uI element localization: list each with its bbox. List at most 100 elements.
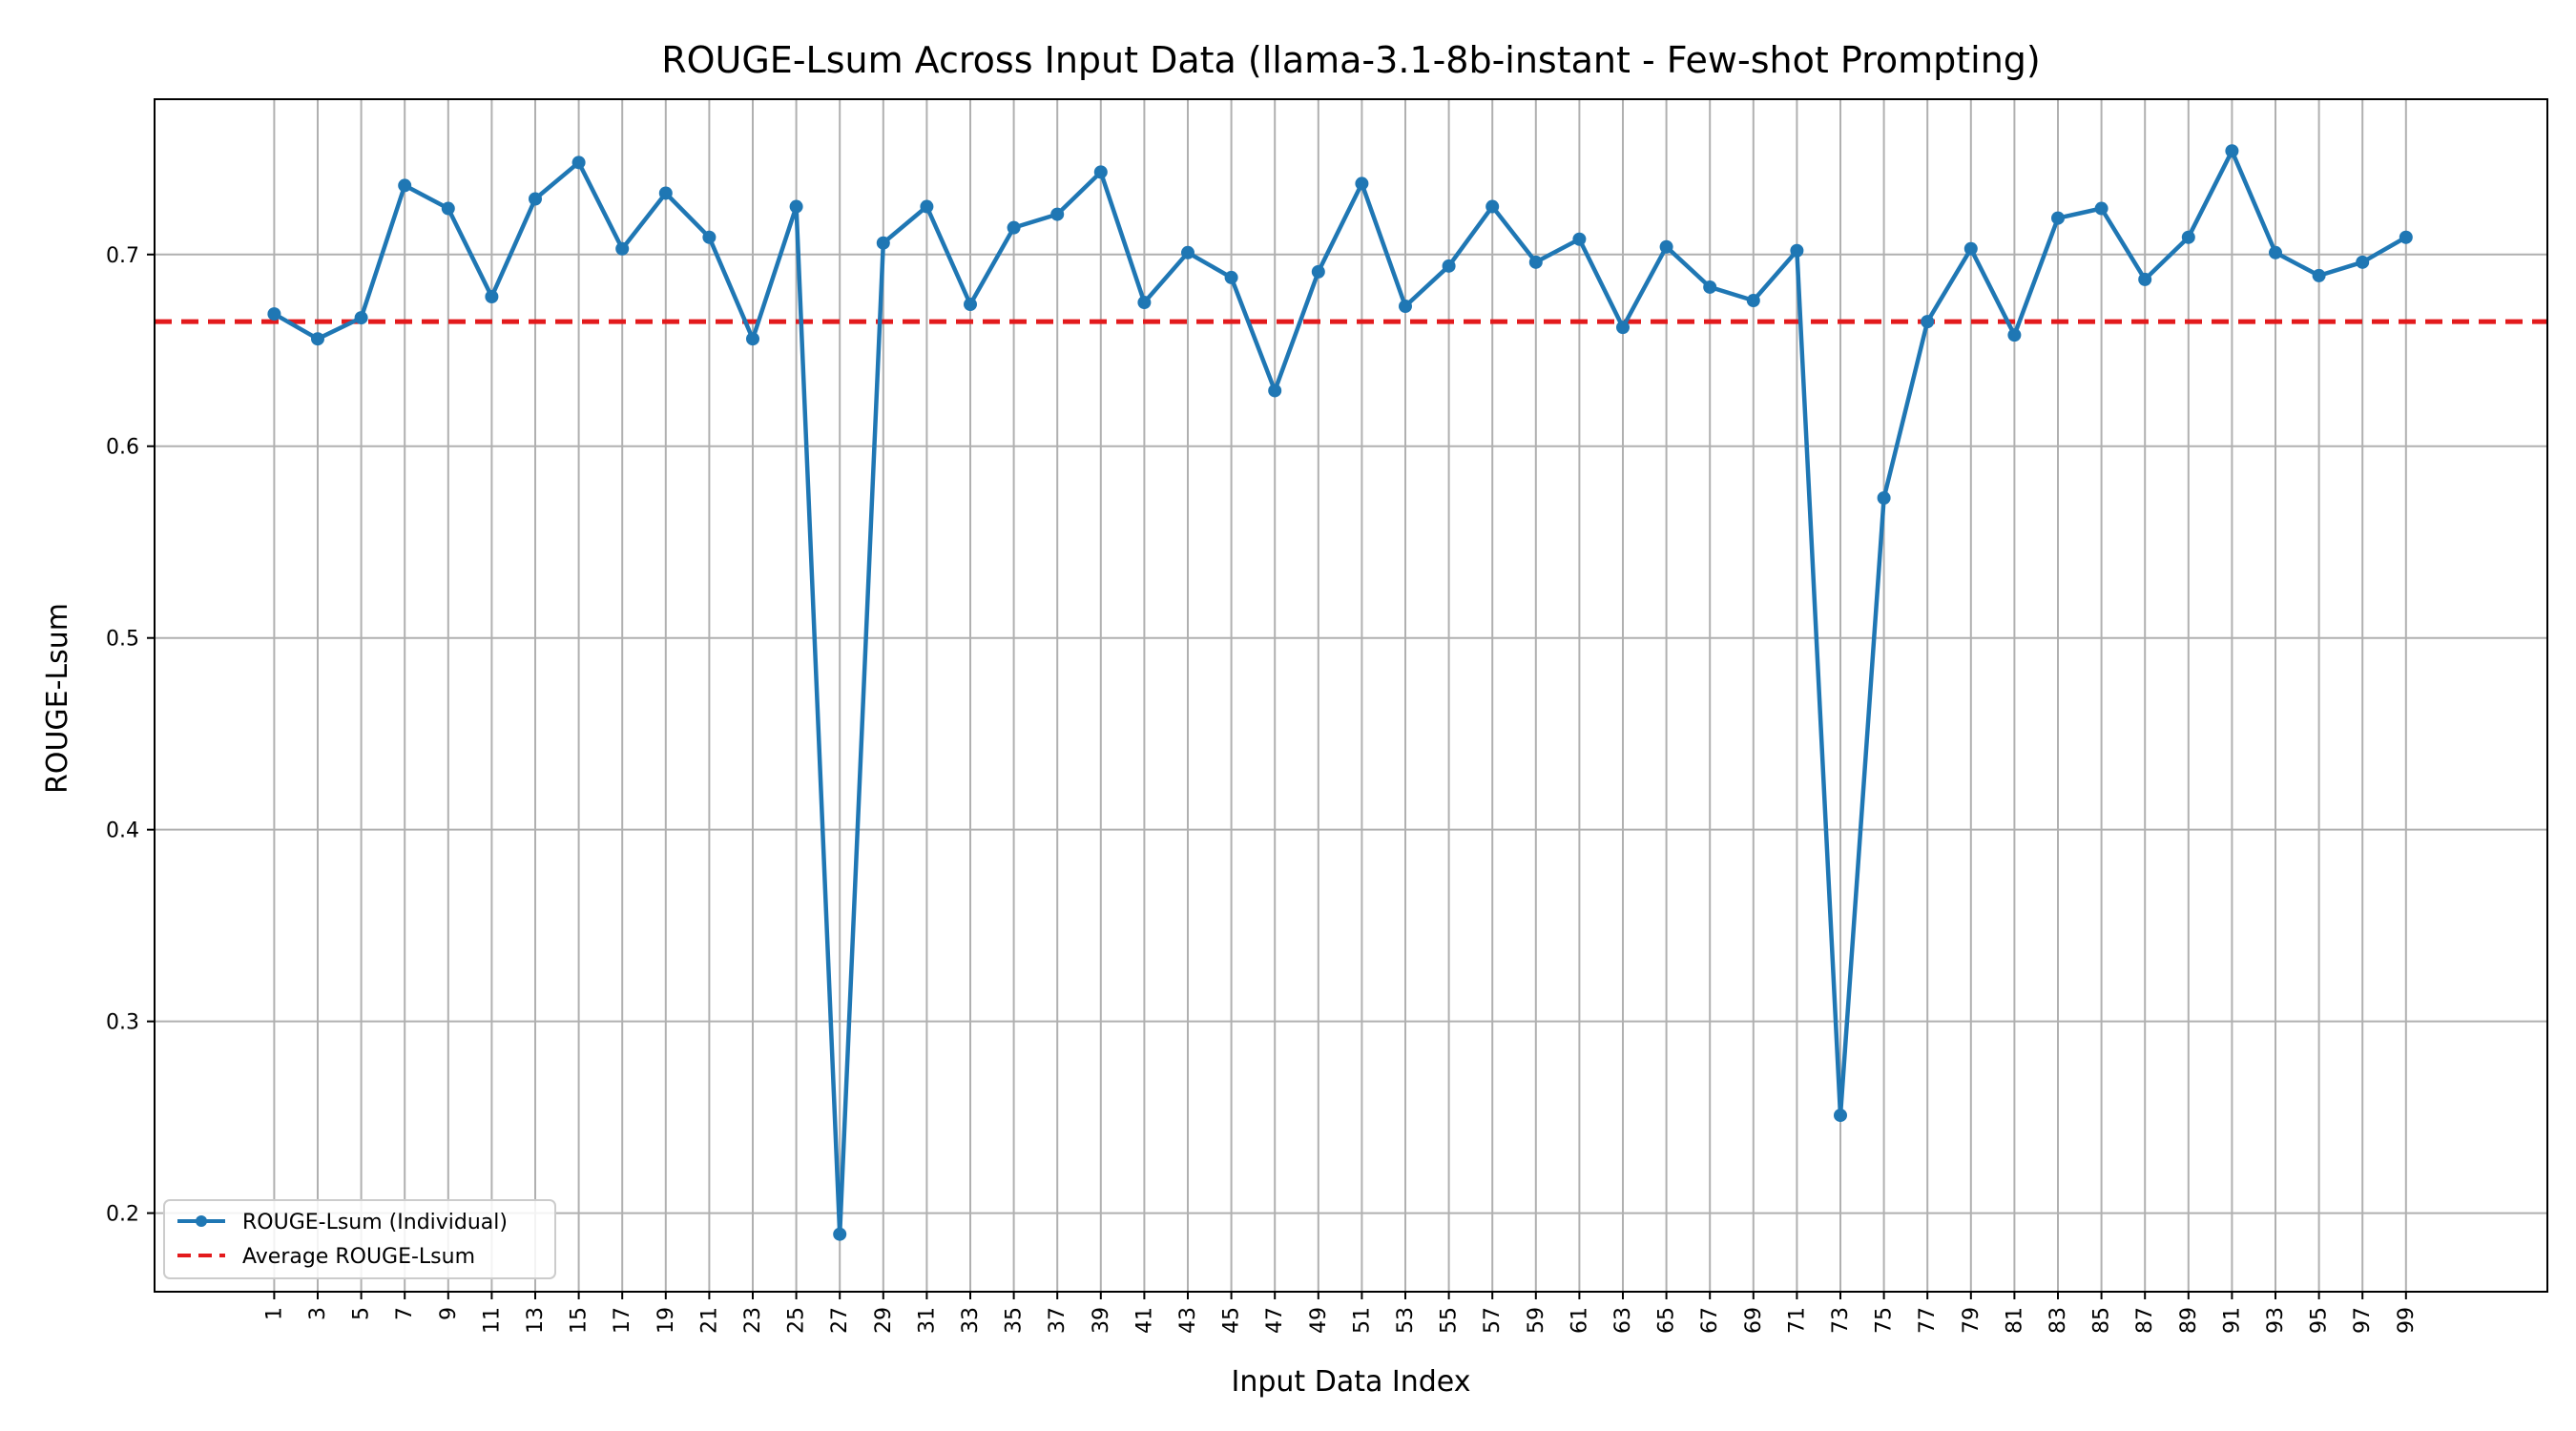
x-tick-label: 47 xyxy=(1263,1307,1287,1334)
data-point xyxy=(2269,245,2282,259)
x-tick-label: 85 xyxy=(2090,1307,2114,1334)
x-tick-label: 13 xyxy=(524,1307,548,1334)
x-tick-label: 9 xyxy=(437,1307,461,1320)
x-tick-label: 77 xyxy=(1916,1307,1940,1334)
data-point xyxy=(1616,321,1630,335)
data-point xyxy=(702,230,717,244)
x-tick-label: 83 xyxy=(2046,1307,2070,1334)
x-tick-label: 81 xyxy=(2003,1307,2026,1334)
data-point xyxy=(267,307,281,321)
data-point xyxy=(1485,199,1500,214)
legend-label-individual: ROUGE-Lsum (Individual) xyxy=(242,1211,508,1234)
data-point xyxy=(876,236,890,250)
data-point xyxy=(2181,230,2195,244)
legend-box xyxy=(163,1199,556,1279)
data-point xyxy=(2312,268,2326,282)
data-point xyxy=(1572,232,1587,246)
x-tick-label: 35 xyxy=(1003,1307,1027,1334)
data-point xyxy=(964,298,977,312)
x-tick-label: 25 xyxy=(785,1307,809,1334)
x-tick-label: 41 xyxy=(1132,1307,1156,1334)
x-tick-label: 23 xyxy=(741,1307,765,1334)
x-tick-label: 5 xyxy=(350,1307,374,1320)
data-point xyxy=(1703,280,1717,294)
x-tick-label: 71 xyxy=(1785,1307,1809,1334)
y-tick-label: 0.7 xyxy=(106,244,139,268)
x-tick-label: 39 xyxy=(1090,1307,1113,1334)
x-tick-label: 19 xyxy=(654,1307,678,1334)
legend: ROUGE-Lsum (Individual) Average ROUGE-Ls… xyxy=(163,1199,556,1279)
data-point xyxy=(571,156,586,170)
x-tick-label: 59 xyxy=(1525,1307,1548,1334)
x-tick-label: 93 xyxy=(2264,1307,2288,1334)
data-point xyxy=(529,192,542,206)
x-axis-ticks: 1 3 5 7 9 11 13 15 17 19 21 23 25 27 29 31 33 35 37 39 41 43 4… xyxy=(262,1292,2419,1334)
y-tick-label: 0.4 xyxy=(106,819,139,843)
x-tick-label: 63 xyxy=(1611,1307,1635,1334)
data-point xyxy=(1050,207,1065,221)
data-point xyxy=(441,201,455,216)
y-tick-label: 0.3 xyxy=(106,1011,139,1035)
data-point xyxy=(1181,245,1195,259)
y-tick-label: 0.5 xyxy=(106,628,139,652)
y-axis-label: ROUGE-Lsum xyxy=(41,603,74,794)
x-tick-label: 7 xyxy=(393,1307,417,1320)
data-point xyxy=(1528,255,1543,269)
x-tick-label: 3 xyxy=(306,1307,330,1320)
x-tick-label: 97 xyxy=(2351,1307,2375,1334)
data-point xyxy=(2399,230,2413,244)
data-point xyxy=(1963,241,1978,256)
x-tick-label: 33 xyxy=(959,1307,983,1334)
x-tick-label: 31 xyxy=(915,1307,939,1334)
x-tick-label: 21 xyxy=(697,1307,721,1334)
data-point xyxy=(2356,255,2370,269)
x-tick-label: 11 xyxy=(480,1307,504,1334)
data-point xyxy=(1007,220,1021,235)
x-tick-label: 95 xyxy=(2308,1307,2332,1334)
data-point xyxy=(2225,144,2239,158)
data-point xyxy=(398,178,412,193)
x-tick-label: 79 xyxy=(1960,1307,1984,1334)
x-tick-label: 89 xyxy=(2177,1307,2201,1334)
data-point xyxy=(1921,315,1935,329)
data-point xyxy=(2007,328,2022,342)
legend-label-average: Average ROUGE-Lsum xyxy=(242,1245,475,1269)
series-line-individual xyxy=(273,149,2407,1236)
data-point xyxy=(1268,384,1282,398)
y-tick-label: 0.2 xyxy=(106,1203,139,1227)
x-tick-label: 69 xyxy=(1742,1307,1766,1334)
data-point xyxy=(485,289,499,303)
plot-frame xyxy=(154,98,2548,1293)
grid xyxy=(155,99,2547,1292)
x-tick-label: 37 xyxy=(1046,1307,1070,1334)
data-point xyxy=(920,199,934,214)
legend-marker-individual xyxy=(196,1215,207,1227)
data-point xyxy=(833,1227,847,1241)
data-point xyxy=(746,332,759,346)
x-tick-label: 15 xyxy=(568,1307,592,1334)
data-point xyxy=(2051,211,2065,225)
data-point xyxy=(1659,239,1673,254)
x-tick-label: 75 xyxy=(1873,1307,1897,1334)
data-point xyxy=(1746,294,1760,308)
data-point xyxy=(354,311,368,325)
x-tick-label: 73 xyxy=(1829,1307,1853,1334)
x-tick-label: 99 xyxy=(2395,1307,2419,1334)
data-point xyxy=(658,186,673,200)
data-point xyxy=(1442,259,1456,273)
x-tick-label: 43 xyxy=(1176,1307,1200,1334)
x-tick-label: 29 xyxy=(872,1307,896,1334)
x-tick-label: 1 xyxy=(262,1307,286,1320)
x-tick-label: 87 xyxy=(2133,1307,2157,1334)
data-point xyxy=(1790,243,1804,258)
x-axis-label: Input Data Index xyxy=(1232,1365,1471,1399)
x-tick-label: 49 xyxy=(1307,1307,1331,1334)
x-tick-label: 55 xyxy=(1438,1307,1462,1334)
data-point xyxy=(311,332,324,346)
y-tick-label: 0.6 xyxy=(106,436,139,460)
data-point xyxy=(1877,491,1891,506)
data-point xyxy=(1399,300,1412,314)
x-tick-label: 45 xyxy=(1220,1307,1244,1334)
data-point xyxy=(615,241,630,256)
